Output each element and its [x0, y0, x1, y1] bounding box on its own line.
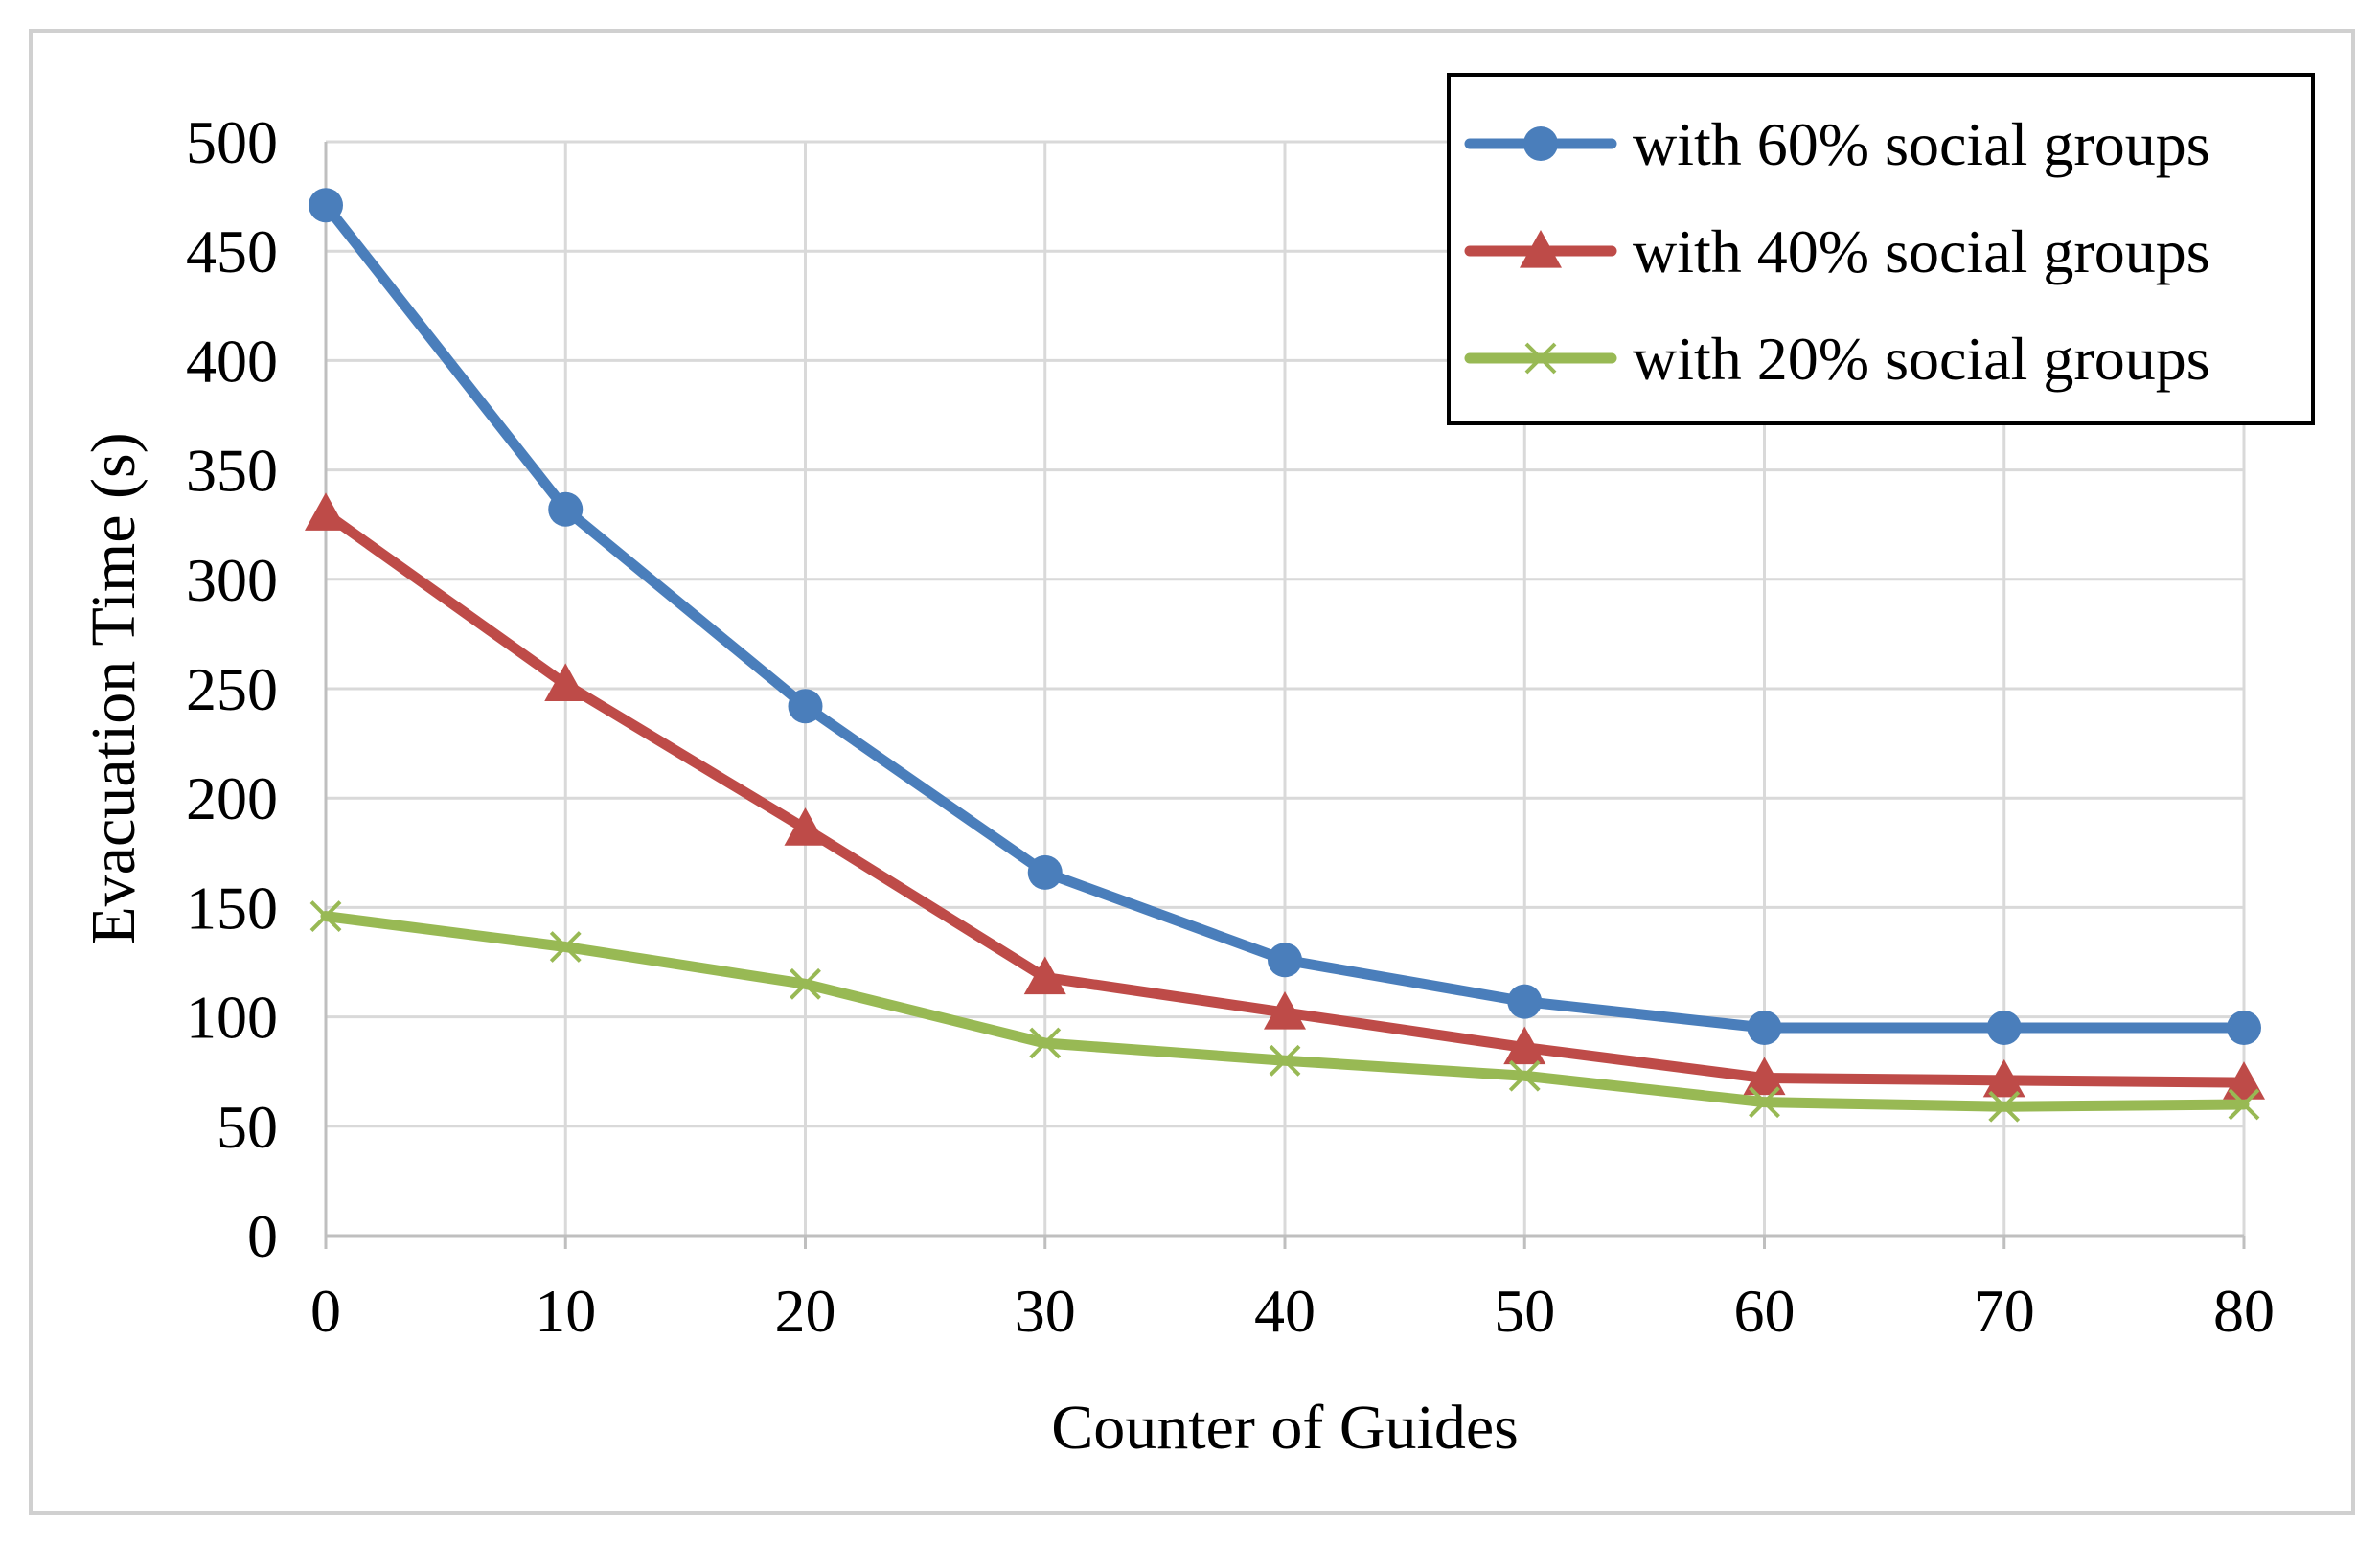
- data-point: [2223, 1061, 2265, 1100]
- data-point: [305, 492, 347, 531]
- data-point: [1027, 854, 1063, 890]
- y-tick-label: 150: [186, 874, 278, 942]
- data-point: [1503, 1026, 1546, 1065]
- data-point: [1269, 1044, 1301, 1077]
- x-tick-label: 70: [1974, 1277, 2035, 1345]
- data-point: [1747, 1011, 1782, 1046]
- y-tick-label: 300: [186, 546, 278, 614]
- x-tick-label: 30: [1015, 1277, 1076, 1345]
- legend-label: with 60% social groups: [1633, 110, 2210, 178]
- y-axis-title: Evacuation Time (s): [79, 432, 149, 944]
- x-tick-label: 80: [2213, 1277, 2275, 1345]
- grid: [326, 140, 2246, 1236]
- legend-marker: [1524, 342, 1557, 375]
- data-point: [544, 663, 587, 702]
- data-point: [2227, 1011, 2261, 1046]
- x-axis-title: Counter of Guides: [1051, 1393, 1519, 1463]
- data-point: [1986, 1011, 2022, 1046]
- y-tick-label: 200: [186, 764, 278, 832]
- data-point: [1508, 1059, 1541, 1092]
- data-point: [1749, 1086, 1780, 1119]
- y-tick-label: 450: [186, 217, 278, 285]
- data-point: [1264, 991, 1306, 1030]
- data-point: [1743, 1057, 1786, 1096]
- y-tick-label: 350: [186, 437, 278, 505]
- axes: [324, 142, 2246, 1249]
- data-point: [309, 900, 342, 932]
- data-point: [548, 491, 584, 527]
- x-tick-label: 50: [1494, 1277, 1555, 1345]
- data-point: [1023, 956, 1066, 995]
- y-tick-label: 250: [186, 655, 278, 723]
- data-point: [788, 689, 823, 724]
- legend-marker: [1520, 230, 1562, 268]
- x-tick-label: 0: [310, 1277, 341, 1345]
- legend-label: with 40% social groups: [1633, 217, 2210, 285]
- y-tick-label: 100: [186, 984, 278, 1052]
- data-point: [309, 188, 343, 223]
- tick-labels: 0 50 100 150 200 250 300 350 400 450 500 0 10 20 30 40 5…: [186, 108, 2275, 1345]
- data-point: [1029, 1027, 1062, 1059]
- data-point: [1982, 1058, 2025, 1098]
- x-tick-label: 60: [1734, 1277, 1796, 1345]
- data-point: [549, 931, 582, 963]
- y-tick-label: 0: [247, 1202, 278, 1270]
- data-point: [1988, 1090, 2021, 1123]
- marker-layer: [305, 188, 2265, 1123]
- y-tick-label: 400: [186, 327, 278, 395]
- data-point: [2228, 1088, 2260, 1121]
- data-point: [1268, 943, 1302, 978]
- legend-box: [1447, 73, 2315, 425]
- data-point: [1507, 984, 1543, 1019]
- y-tick-label: 50: [217, 1093, 278, 1161]
- data-point: [790, 967, 821, 1000]
- x-tick-label: 10: [535, 1277, 596, 1345]
- legend-label: with 20% social groups: [1633, 325, 2210, 393]
- data-point: [784, 807, 827, 846]
- x-tick-label: 20: [775, 1277, 836, 1345]
- y-tick-label: 500: [186, 108, 278, 176]
- legend: with 60% social groups with 40% social gr…: [1447, 73, 2315, 425]
- x-tick-label: 40: [1254, 1277, 1316, 1345]
- legend-marker: [1523, 126, 1558, 161]
